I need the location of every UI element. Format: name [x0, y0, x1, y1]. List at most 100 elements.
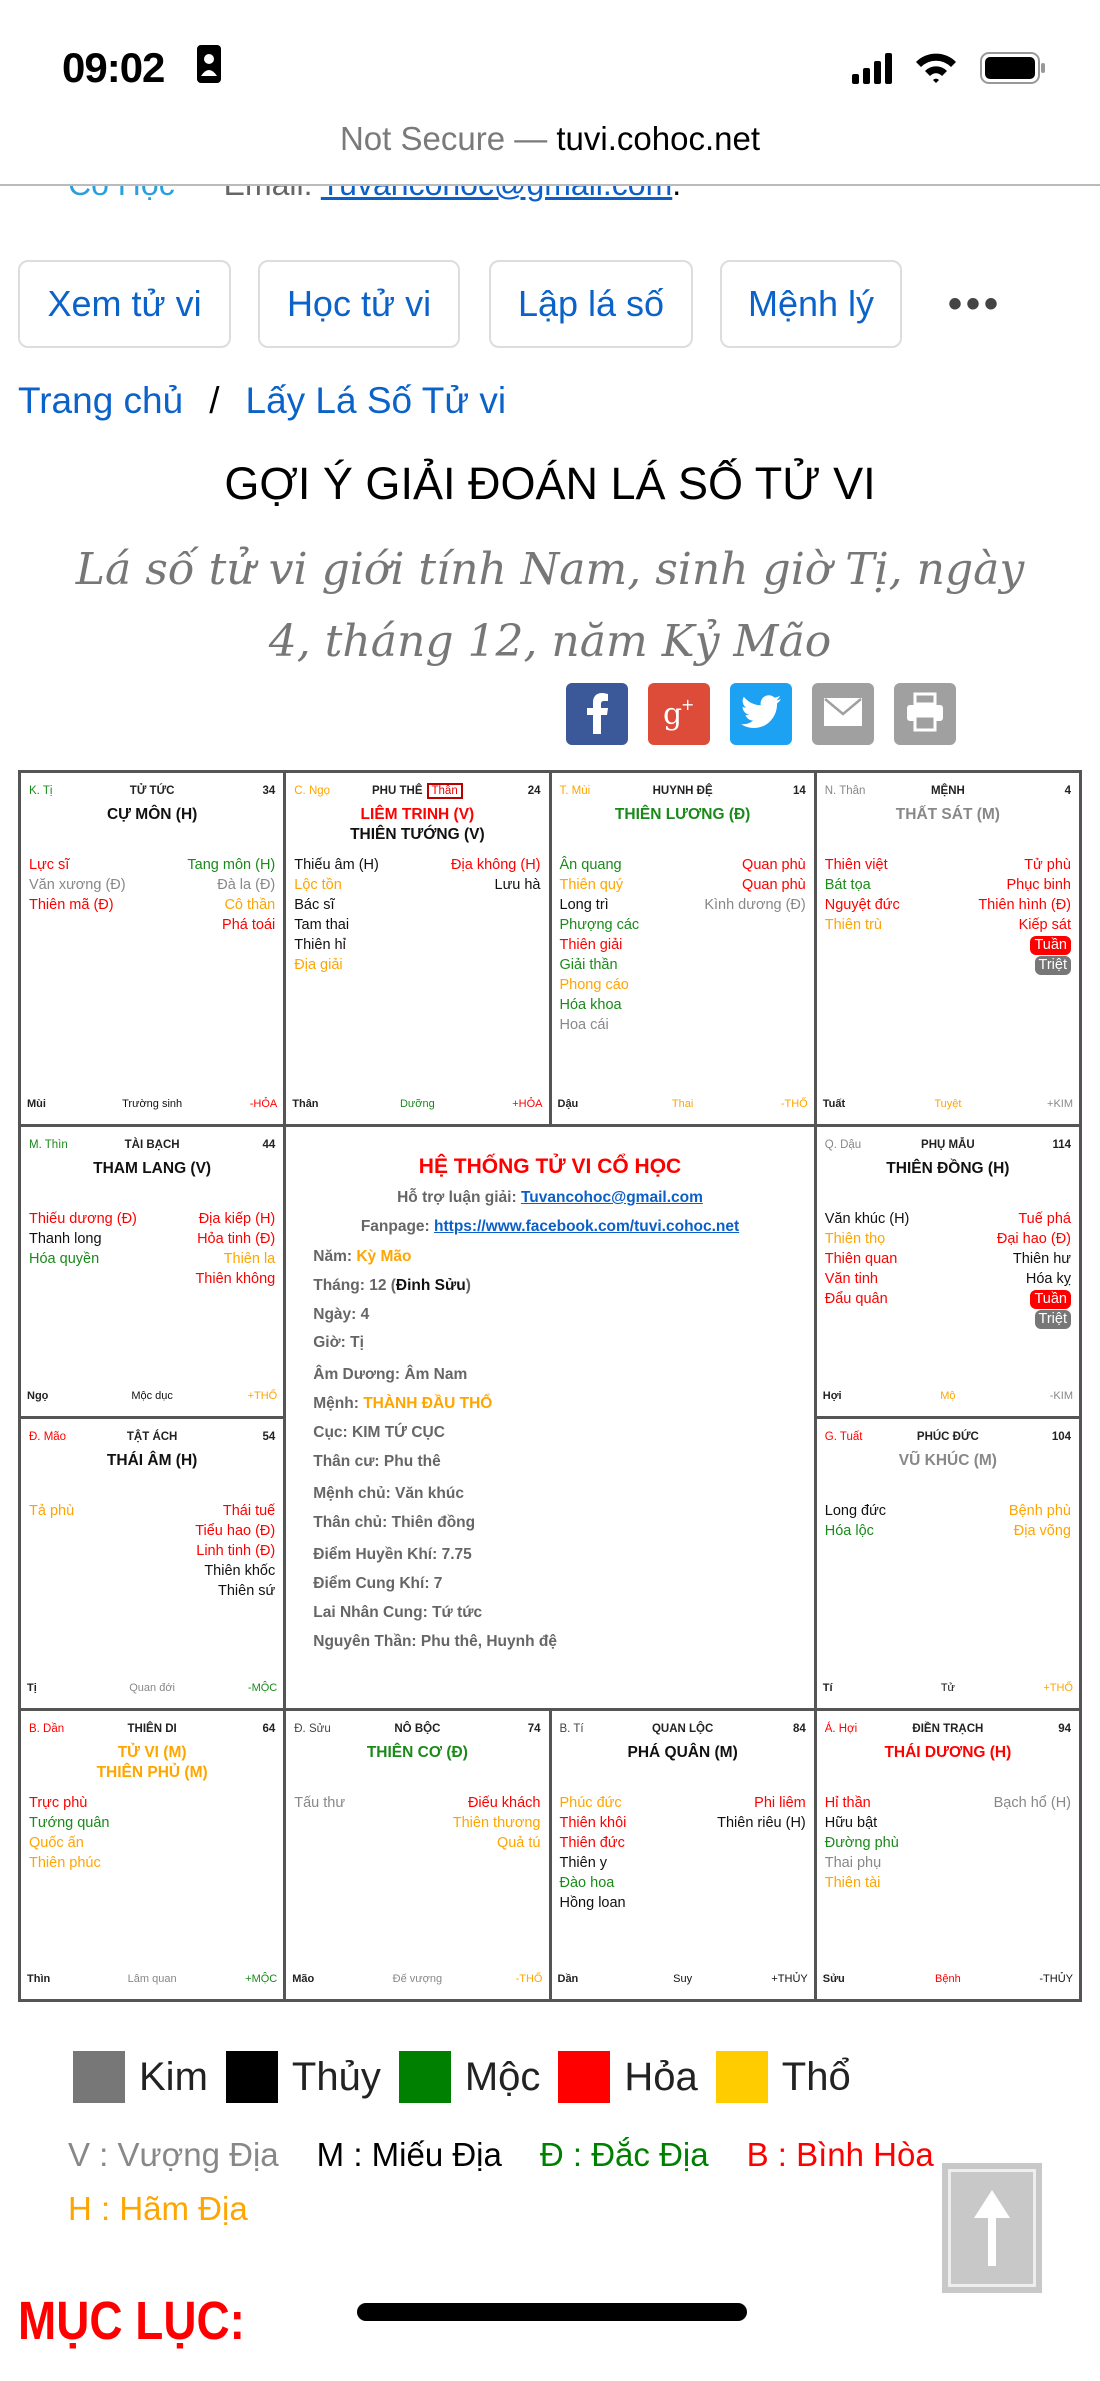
- star[interactable]: Thiên thọ: [824, 1231, 886, 1247]
- star[interactable]: Thiên khôi: [559, 1815, 627, 1831]
- main-star[interactable]: THIÊN ĐỒNG (H): [886, 1160, 1010, 1177]
- star[interactable]: Thiên trù: [824, 917, 882, 933]
- star[interactable]: Thiên giải: [559, 937, 623, 953]
- star[interactable]: Bát tọa: [824, 877, 871, 893]
- twitter-share-button[interactable]: [730, 683, 792, 745]
- star[interactable]: Địa võng: [1013, 1523, 1071, 1539]
- more-menu-button[interactable]: •••: [948, 282, 1003, 326]
- star[interactable]: Văn xương (Đ): [29, 877, 126, 893]
- star[interactable]: Thiên quan: [824, 1251, 898, 1267]
- star[interactable]: Bệnh phù: [1008, 1503, 1071, 1519]
- main-star[interactable]: THẤT SÁT (M): [895, 806, 1000, 823]
- nav-hoc-tu-vi[interactable]: Học tử vi: [258, 260, 460, 348]
- star[interactable]: Thiên riêu (H): [717, 1815, 806, 1831]
- star[interactable]: Thiên hư: [1012, 1251, 1071, 1267]
- star[interactable]: Tuế phá: [1018, 1211, 1071, 1227]
- palace-cell[interactable]: T. Mùi HUYNH ĐỆ 14 THIÊN LƯƠNG (Đ) Ân quang T…: [551, 773, 814, 1124]
- star[interactable]: Thiên mã (Đ): [29, 897, 114, 913]
- print-share-button[interactable]: [894, 683, 956, 745]
- mail-share-button[interactable]: [812, 683, 874, 745]
- main-star[interactable]: THÁI DƯƠNG (H): [884, 1744, 1012, 1761]
- star[interactable]: Phục binh: [1006, 877, 1072, 893]
- star[interactable]: Tướng quân: [29, 1815, 110, 1831]
- star[interactable]: Đường phù: [824, 1835, 899, 1851]
- palace-cell[interactable]: C. Ngọ PHU THÊ Thân 24 LIÊM TRINH (V) THIÊN T…: [286, 773, 549, 1124]
- star[interactable]: Quan phù: [742, 877, 806, 893]
- star[interactable]: Điếu khách: [467, 1795, 541, 1811]
- fanpage-link[interactable]: https://www.facebook.com/tuvi.cohoc.net: [434, 1218, 740, 1235]
- star[interactable]: Thái tuế: [222, 1503, 276, 1519]
- star[interactable]: Thiếu dương (Đ): [29, 1211, 137, 1227]
- star[interactable]: Thiên hỉ: [294, 937, 346, 953]
- star[interactable]: Tả phù: [29, 1503, 75, 1519]
- star[interactable]: Trực phù: [29, 1795, 88, 1811]
- palace-cell[interactable]: M. Thìn TÀI BẠCH 44 THAM LANG (V) Thiếu dươn…: [21, 1127, 284, 1416]
- star[interactable]: Kình dương (Đ): [704, 897, 806, 913]
- star[interactable]: Tam thai: [294, 917, 350, 933]
- main-star[interactable]: THAM LANG (V): [93, 1160, 212, 1177]
- star[interactable]: Phá toái: [222, 917, 276, 933]
- palace-cell[interactable]: Á. Hợi ĐIỀN TRẠCH 94 THÁI DƯƠNG (H) Hỉ thần H…: [816, 1711, 1079, 1999]
- star[interactable]: Thiên khốc: [204, 1563, 276, 1579]
- star[interactable]: Bác sĩ: [294, 897, 335, 913]
- palace-cell[interactable]: Đ. Sửu NÔ BỘC 74 THIÊN CƠ (Đ) Tấu thư Điếu kh…: [286, 1711, 549, 1999]
- star[interactable]: Ân quang: [559, 857, 622, 873]
- nav-lap-la-so[interactable]: Lập lá số: [489, 260, 693, 348]
- star[interactable]: Bạch hổ (H): [993, 1795, 1071, 1811]
- star[interactable]: Phượng các: [559, 917, 640, 933]
- star[interactable]: Lưu hà: [494, 877, 541, 893]
- star[interactable]: Văn tinh: [824, 1271, 878, 1287]
- star[interactable]: Cô thần: [224, 897, 276, 913]
- main-star[interactable]: VŨ KHÚC (M): [898, 1452, 997, 1469]
- breadcrumb-current[interactable]: Lấy Lá Số Tử vi: [245, 380, 507, 421]
- star[interactable]: Thiên sứ: [217, 1583, 276, 1599]
- star[interactable]: Hồng loan: [559, 1895, 626, 1911]
- star[interactable]: Địa giải: [294, 957, 343, 973]
- palace-cell[interactable]: N. Thân MỆNH 4 THẤT SÁT (M) Thiên việt Bát tọ…: [816, 773, 1079, 1124]
- support-email-link[interactable]: Tuvancohoc@gmail.com: [520, 1189, 703, 1206]
- star[interactable]: Thanh long: [29, 1231, 102, 1247]
- star[interactable]: Hoa cái: [559, 1017, 609, 1033]
- star[interactable]: Quan phù: [742, 857, 806, 873]
- breadcrumb-home[interactable]: Trang chủ: [18, 380, 184, 421]
- star[interactable]: Thiên tài: [824, 1875, 881, 1891]
- star[interactable]: Kiếp sát: [1018, 917, 1071, 933]
- star[interactable]: Tiểu hao (Đ): [195, 1523, 276, 1539]
- star[interactable]: Hỉ thần: [824, 1795, 871, 1811]
- main-star[interactable]: THÁI ÂM (H): [106, 1452, 198, 1469]
- address-bar[interactable]: Not Secure — tuvi.cohoc.net: [0, 120, 1100, 158]
- palace-cell[interactable]: K. Tị TỬ TỨC 34 CỰ MÔN (H) Lực sĩ Văn xương (…: [21, 773, 284, 1124]
- star[interactable]: Thai phụ: [824, 1855, 882, 1871]
- scroll-to-top-button[interactable]: [942, 2163, 1042, 2293]
- star[interactable]: Đà la (Đ): [217, 877, 276, 893]
- star[interactable]: Phong cáo: [559, 977, 629, 993]
- star[interactable]: Thiên la: [223, 1251, 276, 1267]
- main-star[interactable]: THIÊN LƯƠNG (Đ): [614, 806, 751, 823]
- main-star[interactable]: THIÊN CƠ (Đ): [366, 1744, 468, 1761]
- star[interactable]: Đào hoa: [559, 1875, 615, 1891]
- star[interactable]: Tấu thư: [294, 1795, 346, 1811]
- star[interactable]: Long đức: [824, 1503, 887, 1519]
- star[interactable]: Lực sĩ: [29, 857, 70, 873]
- palace-cell[interactable]: B. Dần THIÊN DI 64 TỬ VI (M) THIÊN PHỦ (M) Tr…: [21, 1711, 284, 1999]
- star[interactable]: Thiên y: [559, 1855, 608, 1871]
- star[interactable]: Tang môn (H): [187, 857, 276, 873]
- main-star[interactable]: CỰ MÔN (H): [106, 806, 198, 823]
- main-star[interactable]: THIÊN TƯỚNG (V): [350, 826, 485, 843]
- star[interactable]: Nguyệt đức: [824, 897, 900, 913]
- star[interactable]: Quốc ấn: [29, 1835, 84, 1851]
- star[interactable]: Long trì: [559, 897, 609, 913]
- star[interactable]: Thiếu âm (H): [294, 857, 379, 873]
- nav-xem-tu-vi[interactable]: Xem tử vi: [18, 260, 231, 348]
- palace-cell[interactable]: Đ. Mão TẬT ÁCH 54 THÁI ÂM (H) Tả phù Thái tuế…: [21, 1419, 284, 1708]
- star[interactable]: Hỏa tinh (Đ): [197, 1231, 276, 1247]
- nav-menh-ly[interactable]: Mệnh lý: [720, 260, 902, 348]
- star[interactable]: Thiên đức: [559, 1835, 625, 1851]
- star[interactable]: Hóa khoa: [559, 997, 622, 1013]
- star[interactable]: Hóa kỵ: [1025, 1271, 1071, 1287]
- star[interactable]: Thiên quý: [559, 877, 624, 893]
- star[interactable]: Linh tinh (Đ): [196, 1543, 276, 1559]
- star[interactable]: Thiên việt: [824, 857, 888, 873]
- star[interactable]: Thiên phúc: [29, 1855, 101, 1871]
- star[interactable]: Thiên thương: [452, 1815, 541, 1831]
